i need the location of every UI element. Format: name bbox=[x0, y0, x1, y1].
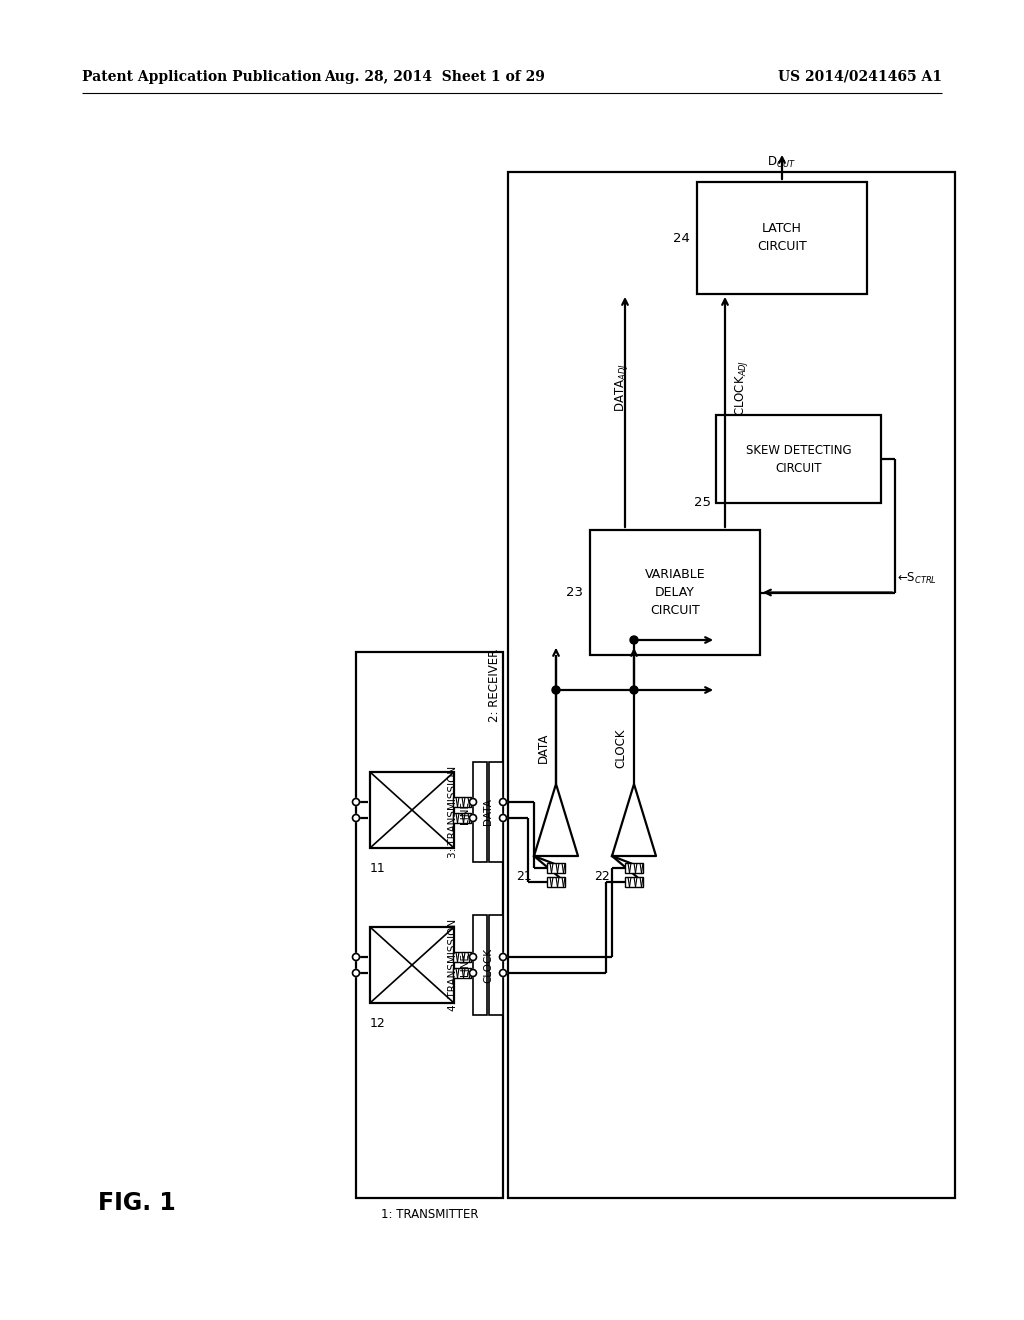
Circle shape bbox=[352, 799, 359, 805]
Circle shape bbox=[500, 799, 507, 805]
Circle shape bbox=[469, 799, 476, 805]
Bar bbox=[453, 797, 471, 807]
Bar bbox=[473, 762, 487, 862]
Bar bbox=[625, 876, 643, 887]
Circle shape bbox=[500, 814, 507, 821]
Circle shape bbox=[352, 814, 359, 821]
Text: LATCH
CIRCUIT: LATCH CIRCUIT bbox=[757, 223, 807, 253]
Circle shape bbox=[630, 686, 638, 694]
Bar bbox=[625, 863, 643, 873]
Text: 3: TRANSMISSION
LINE: 3: TRANSMISSION LINE bbox=[447, 766, 470, 858]
Text: 23: 23 bbox=[566, 586, 583, 599]
Bar bbox=[453, 968, 471, 978]
Circle shape bbox=[469, 969, 476, 977]
Text: 24: 24 bbox=[673, 231, 690, 244]
Text: 1: TRANSMITTER: 1: TRANSMITTER bbox=[381, 1208, 478, 1221]
Bar bbox=[370, 927, 454, 1003]
Text: 4: TRANSMISSION
LINE: 4: TRANSMISSION LINE bbox=[447, 919, 470, 1011]
Circle shape bbox=[500, 953, 507, 961]
Text: DATA: DATA bbox=[483, 799, 493, 825]
Text: D$_{OUT}$: D$_{OUT}$ bbox=[767, 154, 797, 170]
Circle shape bbox=[500, 969, 507, 977]
Circle shape bbox=[352, 953, 359, 961]
Text: 21: 21 bbox=[516, 870, 532, 883]
Text: 11: 11 bbox=[370, 862, 386, 875]
Text: 2: RECEIVER: 2: RECEIVER bbox=[488, 648, 502, 722]
Circle shape bbox=[352, 969, 359, 977]
Text: CLOCK: CLOCK bbox=[614, 729, 628, 768]
Bar bbox=[547, 876, 565, 887]
Text: 25: 25 bbox=[694, 496, 711, 510]
Bar bbox=[370, 772, 454, 847]
Bar bbox=[508, 172, 955, 1199]
Text: VARIABLE
DELAY
CIRCUIT: VARIABLE DELAY CIRCUIT bbox=[645, 568, 706, 616]
Circle shape bbox=[630, 636, 638, 644]
Bar bbox=[453, 952, 471, 962]
Bar bbox=[356, 652, 503, 1199]
Circle shape bbox=[469, 814, 476, 821]
Text: Aug. 28, 2014  Sheet 1 of 29: Aug. 28, 2014 Sheet 1 of 29 bbox=[325, 70, 546, 84]
Bar bbox=[489, 915, 503, 1015]
Text: DATA$_{ADJ}$: DATA$_{ADJ}$ bbox=[612, 364, 630, 412]
Bar bbox=[547, 863, 565, 873]
Bar bbox=[453, 813, 471, 822]
Text: US 2014/0241465 A1: US 2014/0241465 A1 bbox=[778, 70, 942, 84]
Text: Patent Application Publication: Patent Application Publication bbox=[82, 70, 322, 84]
Bar bbox=[489, 762, 503, 862]
Text: 12: 12 bbox=[370, 1016, 386, 1030]
Bar bbox=[697, 182, 867, 294]
Text: ←S$_{CTRL}$: ←S$_{CTRL}$ bbox=[897, 570, 937, 586]
Text: FIG. 1: FIG. 1 bbox=[98, 1191, 176, 1214]
Polygon shape bbox=[534, 784, 578, 855]
Polygon shape bbox=[612, 784, 656, 855]
Bar bbox=[473, 915, 487, 1015]
Circle shape bbox=[469, 953, 476, 961]
Bar bbox=[716, 414, 881, 503]
Bar bbox=[590, 531, 760, 655]
Text: DATA: DATA bbox=[537, 733, 550, 763]
Text: CLOCK: CLOCK bbox=[483, 948, 493, 982]
Circle shape bbox=[552, 686, 560, 694]
Text: CLOCK$_{ADJ}$: CLOCK$_{ADJ}$ bbox=[732, 360, 750, 416]
Text: 22: 22 bbox=[594, 870, 610, 883]
Text: SKEW DETECTING
CIRCUIT: SKEW DETECTING CIRCUIT bbox=[745, 444, 851, 474]
